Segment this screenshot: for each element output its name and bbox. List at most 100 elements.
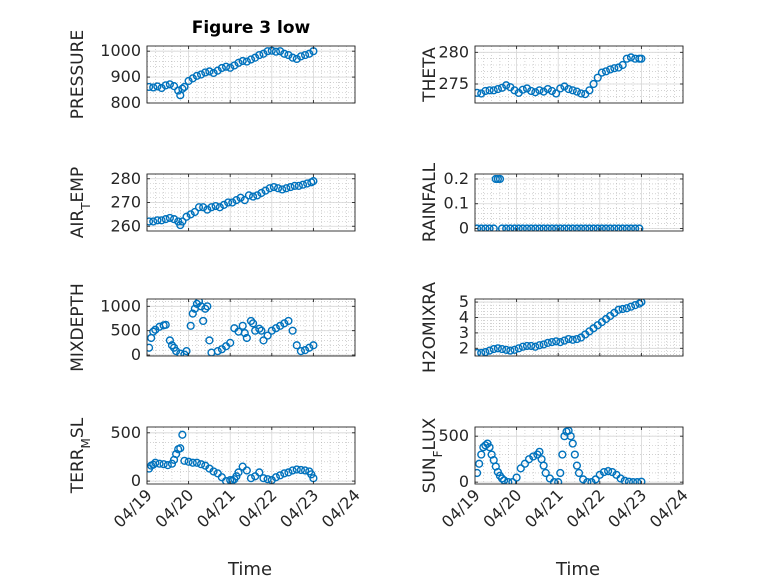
data-point bbox=[518, 85, 527, 94]
data-point bbox=[300, 50, 310, 60]
data-point bbox=[539, 461, 548, 470]
data-point bbox=[282, 184, 291, 193]
data-point bbox=[259, 474, 268, 483]
data-point bbox=[518, 224, 527, 231]
data-point bbox=[267, 326, 276, 335]
data-point bbox=[300, 466, 310, 475]
data-point bbox=[236, 193, 245, 202]
y-tick-label: 0 bbox=[459, 219, 469, 238]
data-point bbox=[246, 55, 256, 64]
data-point bbox=[276, 471, 285, 480]
data-point bbox=[589, 224, 598, 231]
data-point bbox=[552, 337, 561, 346]
data-point bbox=[278, 185, 287, 194]
data-point bbox=[552, 224, 561, 231]
data-point bbox=[635, 299, 644, 308]
x-tick-label: 04/24 bbox=[646, 485, 692, 531]
data-point bbox=[547, 86, 557, 96]
y-tick-label: 5 bbox=[459, 292, 469, 311]
data-point bbox=[284, 50, 293, 60]
data-point bbox=[624, 477, 634, 484]
data-point bbox=[199, 203, 208, 212]
y-tick-label: 500 bbox=[110, 423, 141, 442]
data-point bbox=[614, 224, 623, 231]
data-point bbox=[628, 478, 638, 484]
data-point bbox=[522, 224, 532, 231]
data-point bbox=[184, 457, 193, 466]
data-point bbox=[155, 459, 164, 468]
axes-box bbox=[146, 45, 356, 104]
data-point bbox=[556, 224, 565, 231]
data-point bbox=[564, 84, 573, 94]
data-point bbox=[589, 79, 598, 89]
series-markers bbox=[147, 430, 318, 484]
data-point bbox=[560, 82, 569, 91]
data-point bbox=[280, 469, 289, 478]
data-point bbox=[597, 224, 606, 231]
data-point bbox=[296, 347, 306, 356]
x-tick-label: 04/22 bbox=[235, 485, 281, 531]
data-point bbox=[203, 205, 212, 214]
data-point bbox=[560, 336, 569, 345]
data-point bbox=[493, 84, 502, 94]
data-point bbox=[219, 200, 229, 209]
data-point bbox=[253, 191, 262, 200]
data-point bbox=[477, 450, 486, 459]
data-point bbox=[255, 324, 264, 333]
data-point bbox=[475, 459, 484, 468]
data-point bbox=[300, 346, 310, 355]
data-point bbox=[188, 74, 197, 83]
data-point bbox=[622, 54, 631, 63]
data-point bbox=[522, 84, 532, 93]
data-point bbox=[201, 304, 210, 313]
data-point bbox=[564, 334, 573, 344]
subplot-pressure: 800 900 1000 PRESSURE bbox=[68, 30, 356, 119]
data-point bbox=[242, 57, 251, 66]
series-markers bbox=[475, 299, 646, 356]
data-point bbox=[475, 224, 482, 231]
data-point bbox=[169, 215, 179, 224]
data-point bbox=[157, 83, 166, 93]
data-point bbox=[167, 341, 177, 350]
data-point bbox=[240, 196, 249, 205]
x-tick-label: 04/24 bbox=[318, 485, 364, 531]
data-point bbox=[618, 224, 627, 231]
data-point bbox=[298, 180, 308, 189]
data-point bbox=[614, 63, 623, 72]
data-point bbox=[261, 186, 270, 195]
y-tick-label: 280 bbox=[438, 42, 469, 61]
data-point bbox=[215, 203, 224, 212]
x-tick-label: 04/23 bbox=[276, 485, 322, 531]
data-point bbox=[205, 336, 214, 345]
data-point bbox=[620, 476, 629, 484]
data-point bbox=[508, 478, 517, 484]
data-point bbox=[184, 76, 193, 86]
data-point bbox=[217, 63, 226, 73]
data-point bbox=[246, 474, 256, 483]
data-point bbox=[485, 86, 494, 95]
data-point bbox=[276, 47, 285, 56]
data-point bbox=[172, 449, 181, 459]
data-point bbox=[539, 340, 548, 349]
series-markers bbox=[147, 177, 318, 230]
data-point bbox=[153, 216, 162, 225]
data-point bbox=[163, 461, 172, 470]
series-markers bbox=[475, 427, 646, 484]
data-point bbox=[568, 224, 577, 231]
data-point bbox=[510, 86, 519, 95]
data-point bbox=[576, 224, 586, 231]
data-point bbox=[248, 319, 258, 328]
data-point bbox=[296, 465, 306, 475]
data-point bbox=[535, 86, 544, 95]
axes-box bbox=[474, 45, 684, 104]
y-axis-label: AIRTEMP bbox=[68, 167, 93, 238]
data-point bbox=[547, 224, 557, 231]
data-point bbox=[554, 478, 563, 484]
data-point bbox=[535, 341, 544, 350]
data-point bbox=[585, 224, 594, 231]
data-point bbox=[147, 343, 154, 352]
